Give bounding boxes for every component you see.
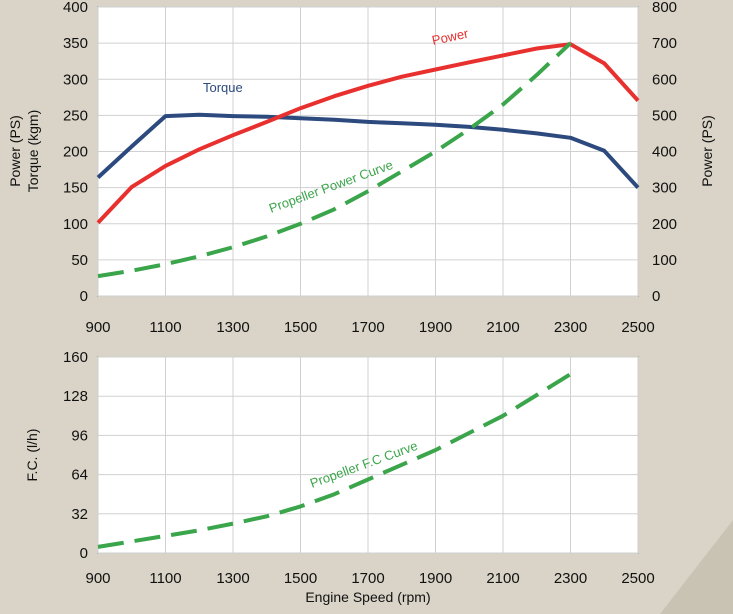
y-right-tick-label: 400 (652, 144, 677, 161)
x-tick-label: 2300 (554, 319, 587, 336)
y-left-tick-label: 400 (63, 0, 88, 16)
series-line-propeller-fc (97, 372, 572, 549)
y-tick-label: 128 (63, 388, 88, 405)
bottom-y-ticks: 0 32 64 96 128 160 (63, 349, 88, 562)
top-grid (97, 6, 639, 297)
corner-decoration (660, 520, 733, 614)
y-left-tick-label: 100 (63, 216, 88, 233)
x-tick-label: 2500 (621, 319, 654, 336)
y-left-tick-label: 150 (63, 180, 88, 197)
y-right-tick-label: 600 (652, 71, 677, 88)
y-tick-label: 32 (71, 506, 88, 523)
series-label-torque: Torque (203, 80, 243, 95)
x-tick-label: 1100 (149, 570, 181, 587)
bottom-chart: 900 1100 1300 1500 1700 1900 2100 2300 2500 0 32 6… (24, 349, 655, 605)
y-left-tick-label: 250 (63, 107, 88, 124)
series-line-propeller-power-curve (97, 41, 572, 279)
bottom-grid (97, 356, 639, 554)
bottom-series (97, 372, 572, 549)
y-tick-label: 64 (71, 467, 88, 484)
x-tick-label: 1300 (216, 570, 249, 587)
x-tick-label: 1300 (216, 319, 249, 336)
y-left-label-power: Power (PS) (7, 115, 23, 187)
y-tick-label: 0 (80, 545, 88, 562)
x-tick-label: 900 (85, 319, 110, 336)
series-line-torque (96, 112, 640, 189)
y-left-label-torque: Torque (kgm) (25, 110, 41, 192)
top-x-ticks: 900 1100 1300 1500 1700 1900 2100 2300 2500 (85, 319, 654, 336)
top-y-ticks-left: 0 50 100 150 200 250 300 350 400 (63, 0, 88, 305)
y-right-tick-label: 300 (652, 180, 677, 197)
y-left-tick-label: 200 (63, 144, 88, 161)
bottom-x-ticks: 900 1100 1300 1500 1700 1900 2100 2300 2500 (85, 570, 654, 587)
y-left-tick-label: 350 (63, 35, 88, 52)
y-left-tick-label: 50 (71, 252, 88, 269)
x-tick-label: 900 (85, 570, 110, 587)
y-right-tick-label: 200 (652, 216, 677, 233)
y-right-tick-label: 100 (652, 252, 677, 269)
x-tick-label: 1700 (351, 319, 384, 336)
y-right-tick-label: 700 (652, 35, 677, 52)
x-tick-label: 1100 (149, 319, 181, 336)
x-tick-label: 1900 (419, 319, 452, 336)
y-tick-label: 160 (63, 349, 88, 366)
x-tick-label: 1500 (284, 319, 317, 336)
series-line-power (96, 42, 640, 225)
y-right-tick-label: 800 (652, 0, 677, 16)
top-series (96, 41, 640, 279)
x-tick-label: 2500 (621, 570, 654, 587)
bottom-y-label: F.C. (l/h) (24, 429, 40, 482)
y-left-tick-label: 0 (80, 288, 88, 305)
x-tick-label: 1500 (284, 570, 317, 587)
x-tick-label: 2100 (486, 570, 519, 587)
x-tick-label: 2100 (486, 319, 519, 336)
y-tick-label: 96 (71, 427, 88, 444)
y-right-label-power: Power (PS) (699, 115, 715, 187)
top-y-ticks-right: 0 100 200 300 400 500 600 700 800 (652, 0, 677, 305)
x-tick-label: 2300 (554, 570, 587, 587)
y-right-tick-label: 500 (652, 107, 677, 124)
bottom-x-label: Engine Speed (rpm) (305, 589, 430, 605)
y-left-tick-label: 300 (63, 71, 88, 88)
y-right-tick-label: 0 (652, 288, 660, 305)
top-chart: 900 1100 1300 1500 1700 1900 2100 2300 2500 0501… (7, 0, 715, 336)
x-tick-label: 1900 (419, 570, 452, 587)
x-tick-label: 1700 (351, 570, 384, 587)
